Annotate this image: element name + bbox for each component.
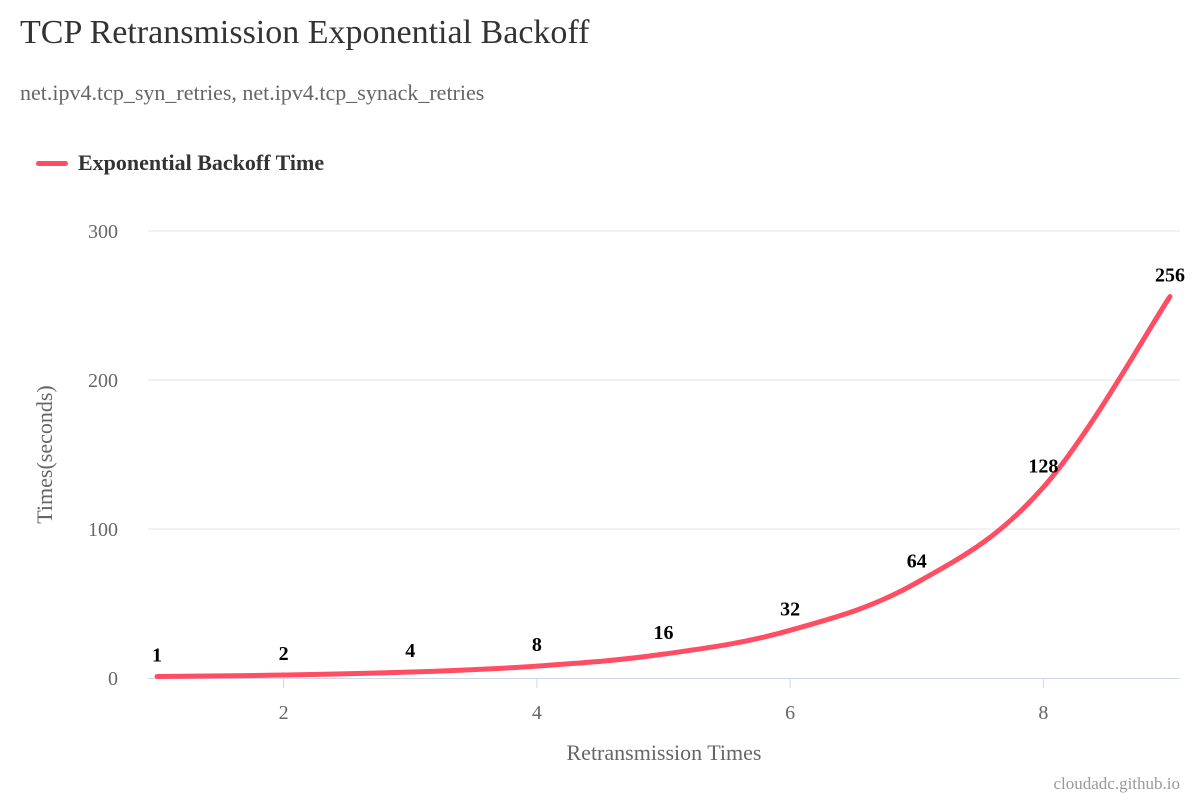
data-label: 8	[532, 634, 542, 656]
x-axis: 2 4 6 8	[148, 678, 1180, 724]
data-label: 256	[1155, 265, 1185, 287]
data-label: 32	[780, 598, 800, 620]
y-tick-label: 100	[88, 519, 118, 541]
x-tick-label: 6	[785, 702, 795, 724]
legend-swatch	[36, 160, 68, 166]
series-line[interactable]	[154, 294, 1173, 680]
y-axis-ticks: 0 100 200 300	[88, 221, 118, 690]
credits-link[interactable]: cloudadc.github.io	[1053, 774, 1180, 793]
y-axis-title: Times(seconds)	[32, 385, 57, 524]
y-tick-label: 200	[88, 370, 118, 392]
data-label: 16	[654, 622, 674, 644]
series-group	[154, 294, 1173, 680]
y-tick-label: 300	[88, 221, 118, 243]
data-label: 128	[1028, 455, 1058, 477]
legend-item[interactable]: Exponential Backoff Time	[36, 150, 324, 176]
x-axis-title: Retransmission Times	[567, 740, 762, 765]
data-labels: 1 2 4 8 16 32 64 128 256	[152, 265, 1185, 667]
data-label: 1	[152, 645, 162, 667]
chart-subtitle: net.ipv4.tcp_syn_retries, net.ipv4.tcp_s…	[20, 80, 485, 105]
x-tick-label: 8	[1038, 702, 1048, 724]
x-tick-label: 2	[279, 702, 289, 724]
chart-title: TCP Retransmission Exponential Backoff	[20, 14, 590, 51]
grid-lines	[148, 230, 1180, 530]
x-tick-label: 4	[532, 702, 542, 724]
legend-label: Exponential Backoff Time	[78, 150, 325, 175]
data-label: 64	[907, 551, 927, 573]
data-label: 4	[405, 640, 415, 662]
data-label: 2	[279, 643, 289, 665]
y-tick-label: 0	[108, 668, 118, 690]
